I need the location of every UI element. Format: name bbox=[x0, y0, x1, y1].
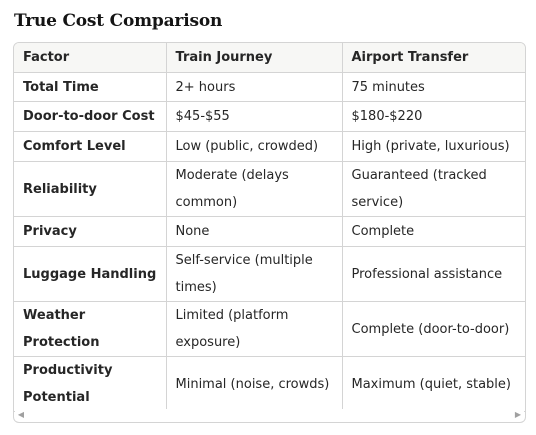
factor-cell: Privacy bbox=[14, 216, 167, 247]
header-train-journey: Train Journey bbox=[166, 43, 343, 73]
scroll-left-arrow-icon[interactable]: ◀ bbox=[17, 410, 25, 419]
train-cell: Minimal (noise, crowds) bbox=[166, 356, 343, 412]
header-factor: Factor bbox=[14, 43, 167, 73]
train-cell: $45-$55 bbox=[166, 101, 343, 132]
transfer-cell: $180-$220 bbox=[342, 101, 525, 132]
transfer-cell: Professional assistance bbox=[342, 246, 525, 302]
factor-cell: Comfort Level bbox=[14, 131, 167, 162]
factor-cell: Weather Protection bbox=[14, 301, 167, 357]
train-cell: Moderate (delays common) bbox=[166, 161, 343, 217]
train-cell: Self-service (multiple times) bbox=[166, 246, 343, 302]
transfer-cell: High (private, luxurious) bbox=[342, 131, 525, 162]
table-row: Reliability Moderate (delays common) Gua… bbox=[14, 161, 525, 217]
transfer-cell: 75 minutes bbox=[342, 72, 525, 102]
transfer-cell: Complete bbox=[342, 216, 525, 247]
table-row: Productivity Potential Minimal (noise, c… bbox=[14, 356, 525, 412]
header-airport-transfer: Airport Transfer bbox=[342, 43, 525, 73]
train-cell: None bbox=[166, 216, 343, 247]
table-row: Total Time 2+ hours 75 minutes bbox=[14, 72, 525, 102]
table-header-row: Factor Train Journey Airport Transfer bbox=[14, 43, 525, 73]
transfer-cell: Maximum (quiet, stable) bbox=[342, 356, 525, 412]
table-row: Weather Protection Limited (platform exp… bbox=[14, 301, 525, 357]
transfer-cell: Guaranteed (tracked service) bbox=[342, 161, 525, 217]
horizontal-scrollbar[interactable]: ◀ ▶ bbox=[15, 409, 524, 421]
page-title: True Cost Comparison bbox=[14, 11, 223, 31]
scroll-right-arrow-icon[interactable]: ▶ bbox=[514, 410, 522, 419]
table-row: Door-to-door Cost $45-$55 $180-$220 bbox=[14, 101, 525, 132]
factor-cell: Total Time bbox=[14, 72, 167, 102]
table-row: Comfort Level Low (public, crowded) High… bbox=[14, 131, 525, 162]
transfer-cell: Complete (door-to-door) bbox=[342, 301, 525, 357]
train-cell: Limited (platform exposure) bbox=[166, 301, 343, 357]
train-cell: 2+ hours bbox=[166, 72, 343, 102]
factor-cell: Luggage Handling bbox=[14, 246, 167, 302]
factor-cell: Reliability bbox=[14, 161, 167, 217]
train-cell: Low (public, crowded) bbox=[166, 131, 343, 162]
table-row: Luggage Handling Self-service (multiple … bbox=[14, 246, 525, 302]
table-row: Privacy None Complete bbox=[14, 216, 525, 247]
factor-cell: Door-to-door Cost bbox=[14, 101, 167, 132]
comparison-table: Factor Train Journey Airport Transfer To… bbox=[14, 43, 525, 412]
comparison-table-container[interactable]: Factor Train Journey Airport Transfer To… bbox=[13, 42, 526, 423]
factor-cell: Productivity Potential bbox=[14, 356, 167, 412]
